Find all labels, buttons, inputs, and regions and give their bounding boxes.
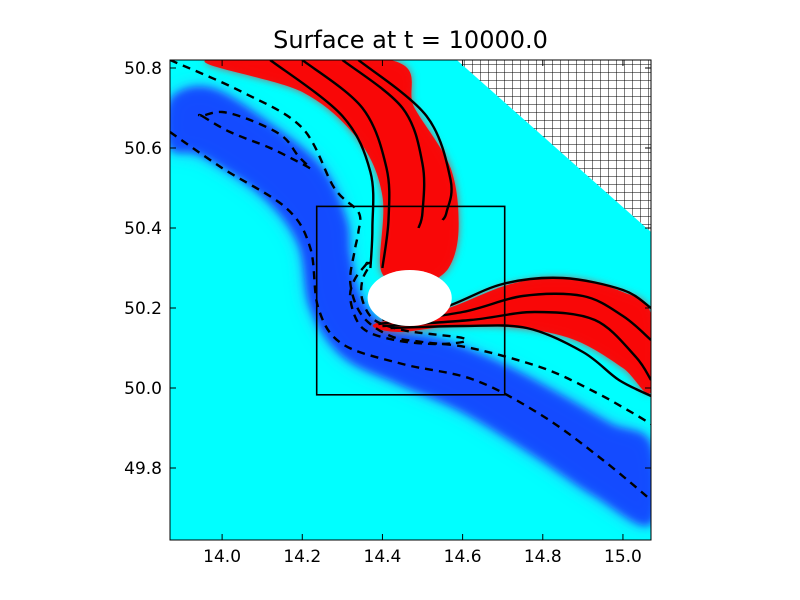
axes: 14.0 14.2 14.4 14.6 14.8 15.0 49.8 50.0 50.2 50.4… bbox=[124, 59, 652, 567]
chart-title: Surface at t = 10000.0 bbox=[273, 26, 548, 54]
x-tick-label: 14.2 bbox=[283, 547, 321, 567]
plot-area bbox=[170, 60, 651, 540]
x-tick-label: 14.0 bbox=[203, 547, 241, 567]
contour-solid bbox=[269, 60, 375, 269]
contour-solid bbox=[341, 60, 426, 229]
contour-solid bbox=[382, 310, 651, 381]
contour-dashed bbox=[170, 131, 651, 501]
y-tick-label: 50.8 bbox=[124, 59, 162, 79]
contour-solid bbox=[378, 292, 651, 341]
contour-solid bbox=[301, 60, 391, 269]
y-tick-label: 50.2 bbox=[124, 299, 162, 319]
contour-solid bbox=[357, 60, 453, 221]
negative-band-core bbox=[170, 86, 651, 526]
y-tick-label: 50.6 bbox=[124, 139, 162, 159]
contour-solid bbox=[390, 324, 651, 398]
positive-band-core bbox=[372, 277, 651, 394]
contour-dashed bbox=[348, 261, 468, 346]
plot-frame bbox=[169, 59, 652, 541]
land-region bbox=[456, 60, 651, 232]
x-tick-label: 15.0 bbox=[604, 547, 642, 567]
x-tick-label: 14.4 bbox=[364, 547, 402, 567]
x-tick-label: 14.8 bbox=[524, 547, 562, 567]
zoom-box bbox=[315, 205, 506, 396]
obstacle-ellipse bbox=[367, 270, 452, 326]
contour-dashed bbox=[197, 110, 312, 170]
y-tick-label: 50.0 bbox=[124, 379, 162, 399]
y-tick-label: 50.4 bbox=[124, 219, 162, 239]
x-tick-label: 14.6 bbox=[444, 547, 482, 567]
y-tick-label: 49.8 bbox=[124, 459, 162, 479]
contour-dashed bbox=[170, 60, 651, 426]
positive-band-core bbox=[204, 60, 459, 285]
